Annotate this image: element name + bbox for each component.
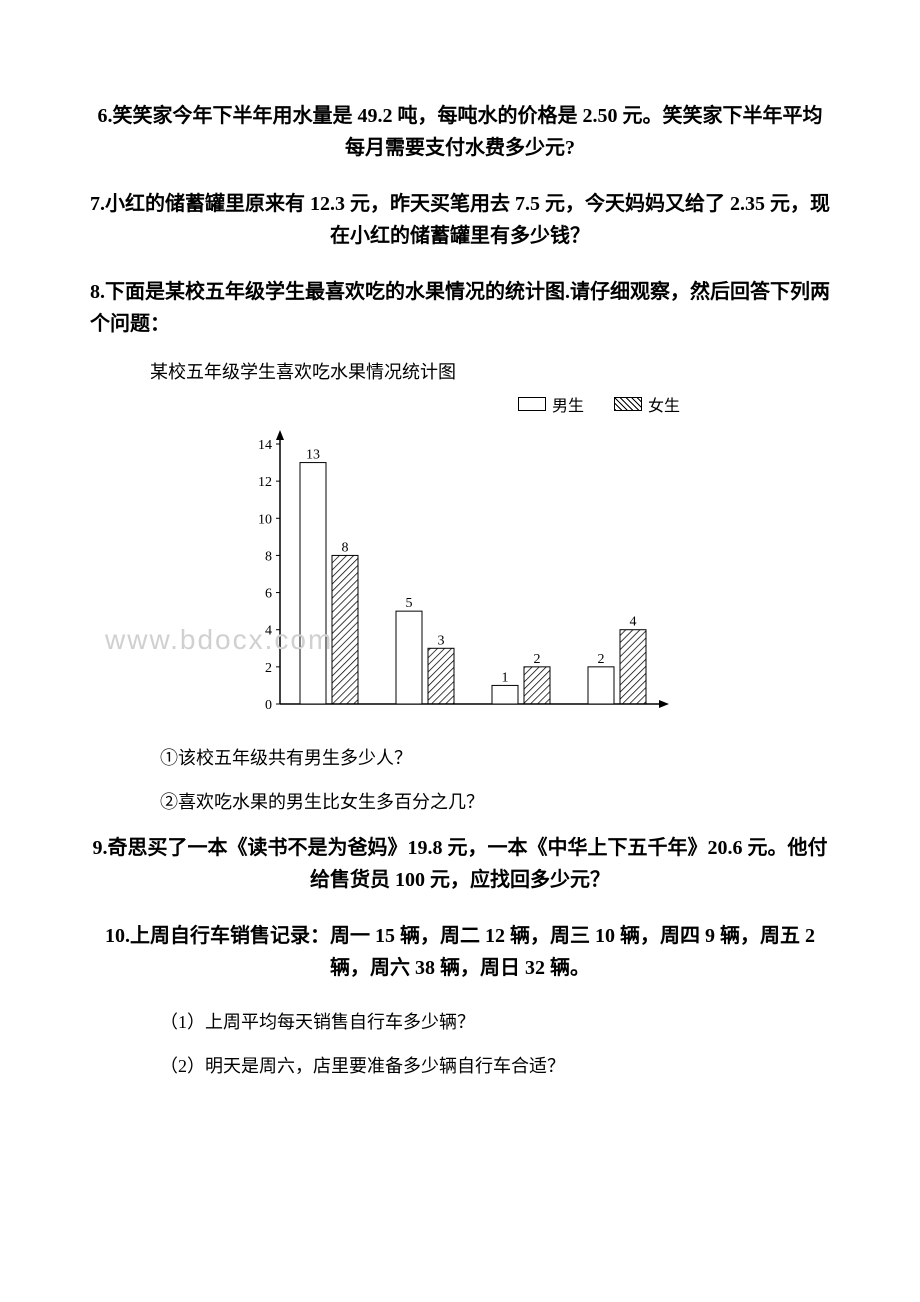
question-6: 6.笑笑家今年下半年用水量是 49.2 吨，每吨水的价格是 2.50 元。笑笑家… [90, 100, 830, 164]
svg-text:2: 2 [598, 652, 605, 667]
svg-text:13: 13 [306, 448, 320, 463]
svg-text:2: 2 [534, 652, 541, 667]
svg-text:4: 4 [630, 615, 637, 630]
chart-container: 男生 女生 www.bdocx.com 02468101214138531224… [230, 392, 690, 724]
svg-text:4: 4 [265, 624, 272, 639]
svg-text:5: 5 [406, 596, 413, 611]
legend-male: 男生 [518, 392, 584, 416]
chart-legend: 男生 女生 [230, 392, 690, 416]
question-8: 8.下面是某校五年级学生最喜欢吃的水果情况的统计图.请仔细观察，然后回答下列两个… [90, 276, 830, 340]
svg-text:6: 6 [265, 587, 272, 602]
chart-title: 某校五年级学生喜欢吃水果情况统计图 [150, 358, 830, 384]
q8-sub2: ②喜欢吃水果的男生比女生多百分之几？ [160, 788, 830, 814]
legend-male-box [518, 397, 546, 411]
q10-sub1: （1）上周平均每天销售自行车多少辆？ [160, 1008, 830, 1034]
legend-male-label: 男生 [552, 392, 584, 416]
legend-female-box [614, 397, 642, 411]
svg-text:0: 0 [265, 698, 272, 713]
legend-female: 女生 [614, 392, 680, 416]
svg-text:10: 10 [258, 512, 272, 527]
svg-text:2: 2 [265, 661, 272, 676]
q8-sub1: ①该校五年级共有男生多少人？ [160, 744, 830, 770]
question-10: 10.上周自行车销售记录：周一 15 辆，周二 12 辆，周三 10 辆，周四 … [90, 920, 830, 984]
svg-text:3: 3 [438, 633, 445, 648]
svg-text:12: 12 [258, 475, 272, 490]
svg-text:8: 8 [265, 549, 272, 564]
bar-chart: 0246810121413853122458 [230, 424, 670, 724]
svg-text:1: 1 [502, 670, 509, 685]
question-9: 9.奇思买了一本《读书不是为爸妈》19.8 元，一本《中华上下五千年》20.6 … [90, 832, 830, 896]
svg-text:8: 8 [342, 540, 349, 555]
legend-female-label: 女生 [648, 392, 680, 416]
svg-text:14: 14 [258, 438, 272, 453]
question-7: 7.小红的储蓄罐里原来有 12.3 元，昨天买笔用去 7.5 元，今天妈妈又给了… [90, 188, 830, 252]
q10-sub2: （2）明天是周六，店里要准备多少辆自行车合适？ [160, 1052, 830, 1078]
